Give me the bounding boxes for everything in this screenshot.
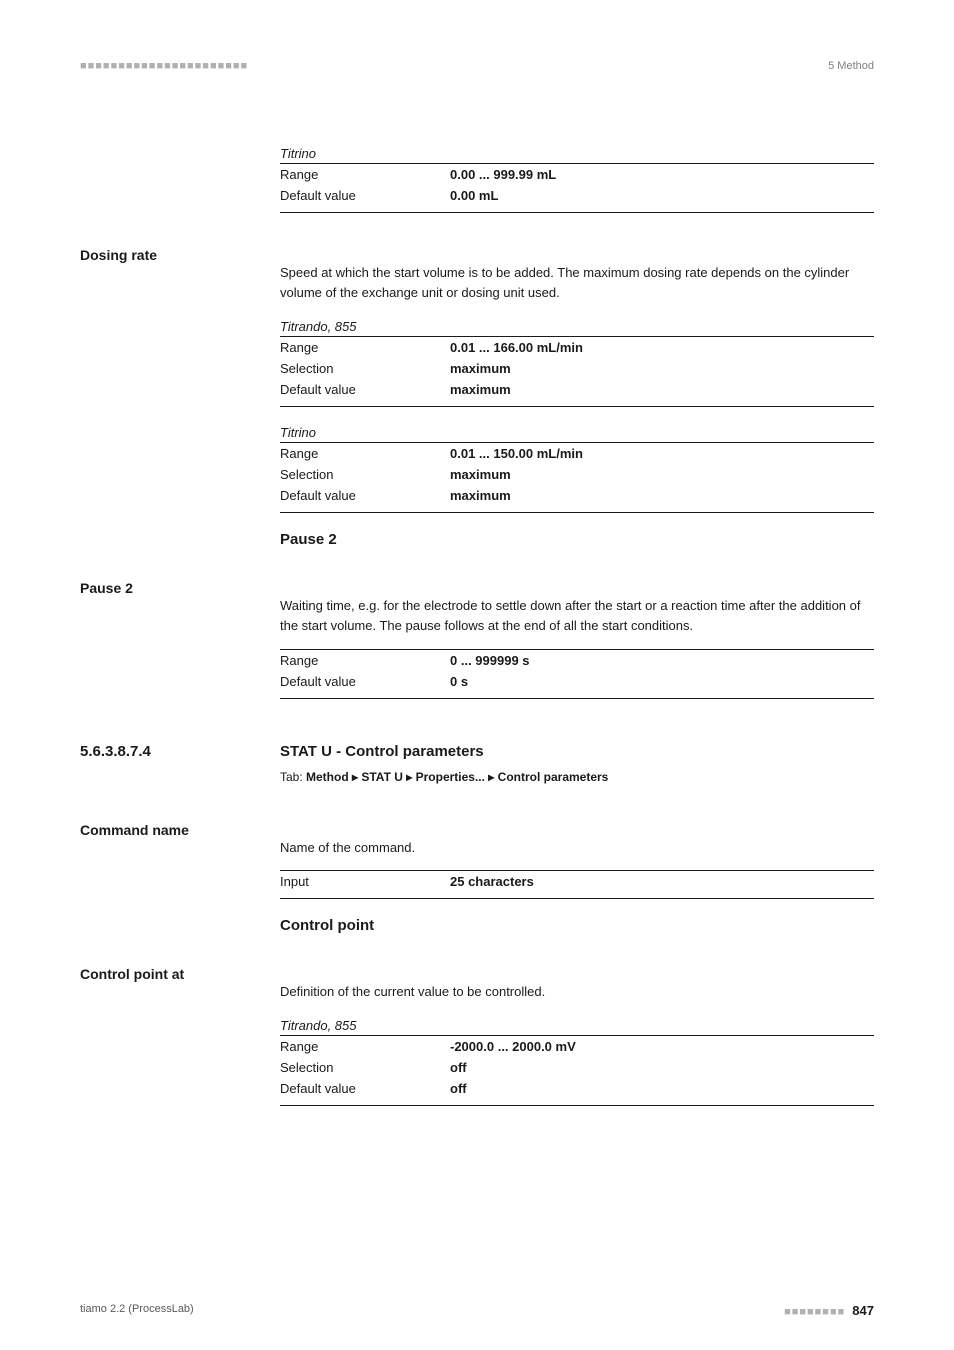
pause2-table: Range 0 ... 999999 s Default value 0 s	[280, 650, 874, 692]
table-val: 0 s	[450, 671, 874, 692]
table-row: Range -2000.0 ... 2000.0 mV	[280, 1036, 874, 1057]
table-key: Range	[280, 443, 450, 464]
control-titrando-caption: Titrando, 855	[280, 1014, 874, 1035]
tab-prefix: Tab:	[280, 770, 306, 784]
table-val: maximum	[450, 464, 874, 485]
table-val: -2000.0 ... 2000.0 mV	[450, 1036, 874, 1057]
command-name-label: Command name	[80, 820, 280, 838]
table-key: Input	[280, 871, 450, 892]
table-row: Default value 0.00 mL	[280, 185, 874, 206]
table-val: 0.00 mL	[450, 185, 874, 206]
control-point-heading: Control point	[280, 917, 874, 934]
table-val: 0 ... 999999 s	[450, 650, 874, 671]
table-val: maximum	[450, 358, 874, 379]
pause2-para: Waiting time, e.g. for the electrode to …	[280, 596, 874, 636]
table-row: Default value maximum	[280, 485, 874, 506]
table-key: Selection	[280, 1057, 450, 1078]
table-key: Selection	[280, 464, 450, 485]
table-row: Input 25 characters	[280, 871, 874, 892]
table-val: off	[450, 1057, 874, 1078]
pause2-label: Pause 2	[80, 578, 280, 596]
footer-right: ■■■■■■■■ 847	[784, 1303, 874, 1318]
table-row: Selection off	[280, 1057, 874, 1078]
control-point-label: Control point at	[80, 964, 280, 982]
table-key: Selection	[280, 358, 450, 379]
command-name-table: Input 25 characters	[280, 871, 874, 892]
control-point-para: Definition of the current value to be co…	[280, 982, 874, 1002]
tab-path-text: Method ▸ STAT U ▸ Properties... ▸ Contro…	[306, 770, 608, 784]
table-key: Range	[280, 650, 450, 671]
table-row: Range 0 ... 999999 s	[280, 650, 874, 671]
table-val: 0.00 ... 999.99 mL	[450, 164, 874, 185]
dosing-titrino-table: Range 0.01 ... 150.00 mL/min Selection m…	[280, 443, 874, 506]
table-row: Range 0.00 ... 999.99 mL	[280, 164, 874, 185]
footer-left: tiamo 2.2 (ProcessLab)	[80, 1303, 194, 1318]
dosing-rate-para: Speed at which the start volume is to be…	[280, 263, 874, 303]
table-row: Default value maximum	[280, 379, 874, 400]
command-name-para: Name of the command.	[280, 838, 874, 858]
table-row: Default value off	[280, 1078, 874, 1099]
footer-pagenum: 847	[852, 1303, 874, 1318]
table-key: Default value	[280, 1078, 450, 1099]
table-key: Range	[280, 1036, 450, 1057]
table-row: Range 0.01 ... 166.00 mL/min	[280, 337, 874, 358]
table-row: Default value 0 s	[280, 671, 874, 692]
header-dashes: ■■■■■■■■■■■■■■■■■■■■■■	[80, 60, 248, 72]
table-val: 0.01 ... 150.00 mL/min	[450, 443, 874, 464]
section-title: STAT U - Control parameters	[280, 743, 484, 760]
footer-dashes: ■■■■■■■■	[784, 1306, 845, 1318]
dosing-titrando-caption: Titrando, 855	[280, 315, 874, 336]
table-row: Selection maximum	[280, 358, 874, 379]
table-val: maximum	[450, 485, 874, 506]
table-val: off	[450, 1078, 874, 1099]
tab-path: Tab: Method ▸ STAT U ▸ Properties... ▸ C…	[280, 770, 874, 784]
titrino1-table: Range 0.00 ... 999.99 mL Default value 0…	[280, 164, 874, 206]
table-val: 0.01 ... 166.00 mL/min	[450, 337, 874, 358]
table-key: Range	[280, 337, 450, 358]
dosing-titrando-table: Range 0.01 ... 166.00 mL/min Selection m…	[280, 337, 874, 400]
control-titrando-table: Range -2000.0 ... 2000.0 mV Selection of…	[280, 1036, 874, 1099]
table-row: Selection maximum	[280, 464, 874, 485]
table-key: Range	[280, 164, 450, 185]
pause2-heading: Pause 2	[280, 531, 874, 548]
table-row: Range 0.01 ... 150.00 mL/min	[280, 443, 874, 464]
table-val: 25 characters	[450, 871, 874, 892]
dosing-rate-label: Dosing rate	[80, 245, 280, 263]
table-key: Default value	[280, 671, 450, 692]
table-val: maximum	[450, 379, 874, 400]
table-key: Default value	[280, 185, 450, 206]
header-chapter: 5 Method	[828, 60, 874, 72]
titrino1-caption: Titrino	[280, 142, 874, 163]
section-number: 5.6.3.8.7.4	[80, 743, 280, 760]
table-key: Default value	[280, 379, 450, 400]
table-key: Default value	[280, 485, 450, 506]
dosing-titrino-caption: Titrino	[280, 421, 874, 442]
